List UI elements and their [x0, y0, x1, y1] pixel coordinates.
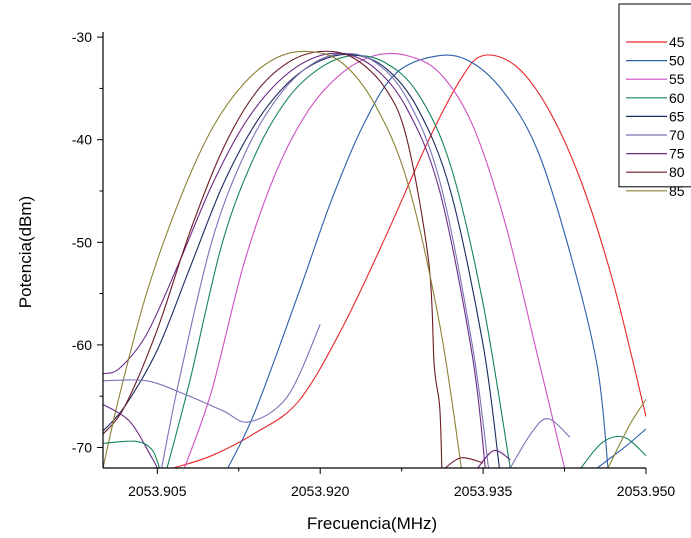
legend-label-50: 50: [669, 53, 685, 69]
x-tick-label: 2053.935: [454, 483, 513, 499]
axes-layer: 2053.905 2053.920 2053.935 2053.950 -30 -40 -5…: [72, 29, 676, 499]
series-layer: [103, 50, 646, 468]
series-line-45: [173, 54, 646, 468]
legend: 45 50 55 60 65 70 75 80 85: [618, 3, 691, 199]
y-tick-label: -70: [72, 439, 92, 455]
legend-label-80: 80: [669, 164, 685, 180]
series-segment-17: [444, 457, 484, 468]
legend-label-70: 70: [669, 127, 685, 143]
series-segment-16: [477, 449, 511, 468]
x-tick-label: 2053.950: [617, 483, 676, 499]
series-segment-11: [103, 440, 160, 468]
legend-label-65: 65: [669, 108, 685, 124]
y-tick-label: -50: [72, 234, 92, 250]
series-segment-10: [103, 403, 158, 468]
series-segment-14: [596, 428, 646, 468]
series-line-75: [103, 52, 486, 468]
y-tick-label: -60: [72, 337, 92, 353]
legend-box: [618, 3, 691, 188]
series-line-60: [166, 54, 511, 468]
y-tick-label: -40: [72, 132, 92, 148]
series-line-55: [183, 52, 566, 468]
legend-label-55: 55: [669, 71, 685, 87]
x-tick-label: 2053.920: [291, 483, 350, 499]
series-line-50: [227, 54, 609, 468]
series-segment-9: [103, 324, 321, 423]
series-segment-12: [509, 418, 571, 468]
y-axis-label: Potencia(dBm): [16, 196, 35, 308]
y-tick-label: -30: [72, 29, 92, 45]
x-axis-label: Frecuencia(MHz): [307, 514, 437, 533]
series-segment-15: [607, 398, 646, 468]
series-line-65: [103, 53, 500, 468]
series-segment-13: [580, 435, 646, 468]
x-tick-label: 2053.905: [128, 483, 187, 499]
series-line-85: [103, 50, 462, 468]
legend-label-60: 60: [669, 90, 685, 106]
legend-label-45: 45: [669, 34, 685, 50]
legend-label-85: 85: [669, 183, 685, 199]
series-line-80: [103, 50, 443, 468]
legend-label-75: 75: [669, 146, 685, 162]
